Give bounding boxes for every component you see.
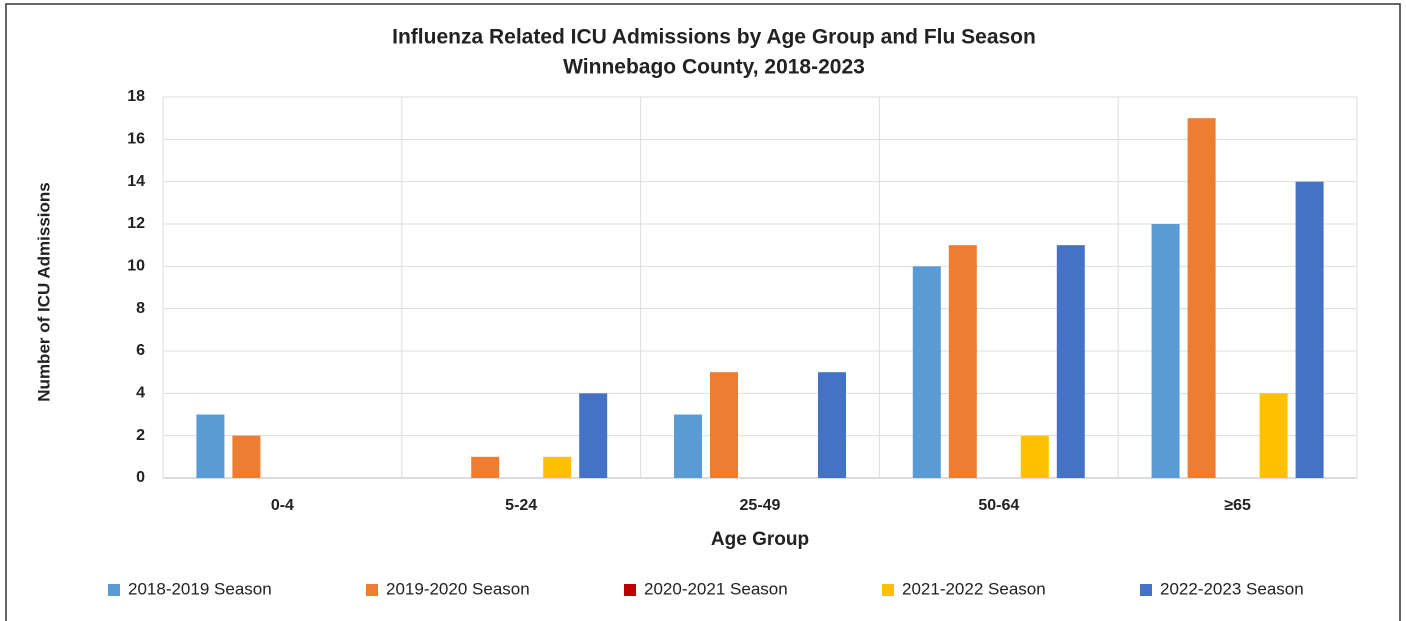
legend-swatch xyxy=(366,584,378,596)
bar xyxy=(674,414,702,478)
legend-label: 2022-2023 Season xyxy=(1160,579,1304,598)
bar xyxy=(543,456,572,478)
bar xyxy=(1151,224,1180,478)
y-tick-label: 12 xyxy=(127,215,145,232)
chart-title: Influenza Related ICU Admissions by Age … xyxy=(392,26,1036,49)
chart-border xyxy=(5,3,1401,621)
bar xyxy=(912,266,941,478)
legend-label: 2021-2022 Season xyxy=(902,579,1046,598)
y-tick-label: 10 xyxy=(127,258,145,275)
legend-swatch xyxy=(108,584,120,596)
x-tick-label: ≥65 xyxy=(1224,497,1251,514)
y-axis-label: Number of ICU Admissions xyxy=(34,182,53,401)
bar xyxy=(579,393,608,478)
legend-swatch xyxy=(624,584,636,596)
bar xyxy=(818,372,846,478)
y-tick-label: 18 xyxy=(127,88,145,105)
bar xyxy=(710,372,738,478)
bar xyxy=(471,456,500,478)
y-tick-label: 0 xyxy=(136,469,145,486)
x-tick-label: 0-4 xyxy=(271,497,294,514)
x-tick-label: 50-64 xyxy=(978,497,1019,514)
legend-label: 2019-2020 Season xyxy=(386,579,530,598)
bar xyxy=(1259,393,1288,478)
bar xyxy=(1056,245,1085,478)
legend-label: 2018-2019 Season xyxy=(128,579,272,598)
bar xyxy=(1020,435,1049,478)
legend-swatch xyxy=(882,584,894,596)
y-tick-label: 2 xyxy=(136,427,145,444)
bar xyxy=(232,435,261,478)
y-tick-label: 6 xyxy=(136,342,145,359)
bar xyxy=(1295,181,1324,478)
bar xyxy=(948,245,977,478)
legend-label: 2020-2021 Season xyxy=(644,579,788,598)
x-tick-label: 25-49 xyxy=(740,497,781,514)
x-tick-label: 5-24 xyxy=(505,497,537,514)
legend-swatch xyxy=(1140,584,1152,596)
y-tick-label: 14 xyxy=(127,173,145,190)
y-tick-label: 16 xyxy=(127,131,145,148)
bar xyxy=(1187,118,1216,479)
y-tick-label: 4 xyxy=(136,385,145,402)
x-axis-label: Age Group xyxy=(711,529,809,550)
bar xyxy=(196,414,225,478)
y-tick-label: 8 xyxy=(136,300,145,317)
chart-subtitle: Winnebago County, 2018-2023 xyxy=(563,56,865,79)
